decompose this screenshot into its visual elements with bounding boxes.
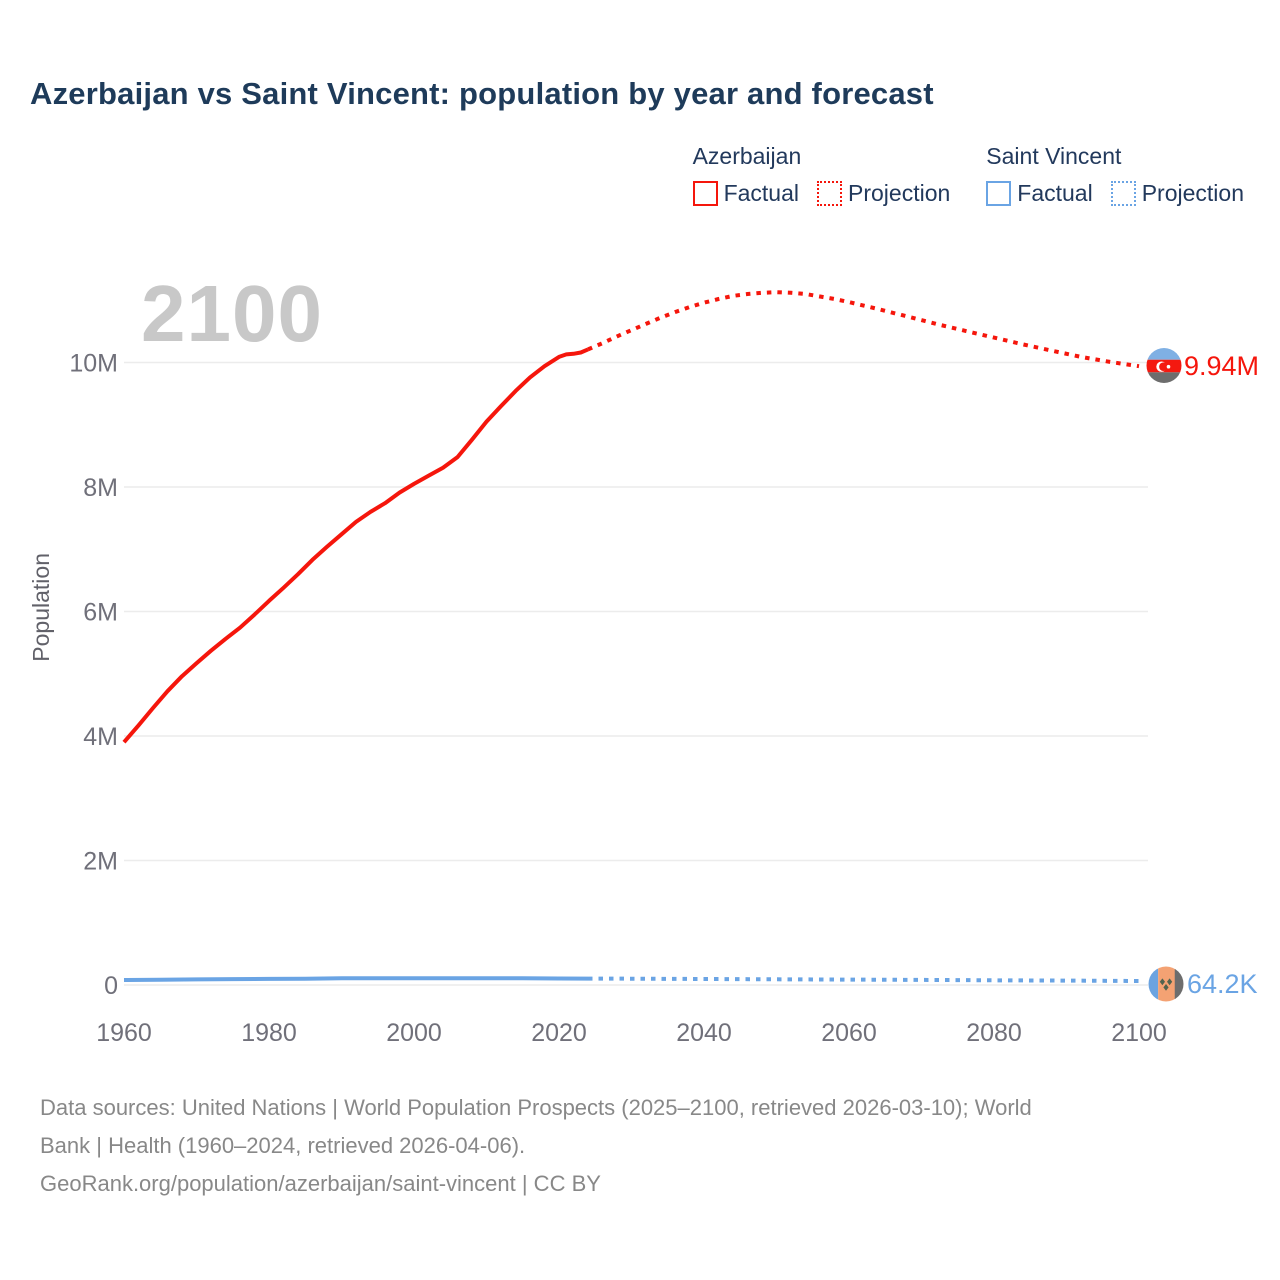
y-tick-label: 4M xyxy=(83,723,118,751)
y-tick-label: 8M xyxy=(83,474,118,502)
x-tick-label: 2000 xyxy=(386,1019,442,1047)
legend-group-azerbaijan: Azerbaijan Factual Projection xyxy=(692,143,950,207)
y-tick-label: 2M xyxy=(83,848,118,876)
dotted-swatch-icon xyxy=(1110,181,1136,206)
y-tick-label: 0 xyxy=(104,972,118,1000)
legend-group-saint-vincent: Saint Vincent Factual Projection xyxy=(986,143,1244,207)
legend-item-azerbaijan-projection[interactable]: Projection xyxy=(817,180,950,207)
data-sources-line-2: Bank | Health (1960–2024, retrieved 2026… xyxy=(40,1133,526,1158)
legend-item-label: Factual xyxy=(1017,180,1093,206)
flag-band xyxy=(1146,348,1182,360)
star-icon xyxy=(1166,364,1171,369)
legend-row: Factual Projection xyxy=(986,180,1244,207)
azerbaijan-flag-icon xyxy=(1146,348,1182,383)
legend-row: Factual Projection xyxy=(692,180,950,207)
x-tick-label: 2060 xyxy=(821,1019,877,1047)
flag-band xyxy=(1174,966,1184,1002)
flag-band xyxy=(1146,372,1182,383)
diamond-icon xyxy=(1163,984,1169,991)
legend: Azerbaijan Factual Projection Saint Vinc… xyxy=(692,143,1244,207)
chart-title: Azerbaijan vs Saint Vincent: population … xyxy=(30,76,934,111)
solid-swatch-icon xyxy=(986,181,1012,206)
legend-item-azerbaijan-factual[interactable]: Factual xyxy=(692,180,799,207)
saint-vincent-flag-icon xyxy=(1148,966,1184,1002)
diamond-icon xyxy=(1159,978,1165,986)
end-label-saint-vincent: 64.2K xyxy=(1187,969,1258,999)
flag-band xyxy=(1148,966,1159,1002)
legend-item-label: Factual xyxy=(723,180,799,206)
series-line-azerbaijan-factual xyxy=(122,347,589,744)
diamond-icon xyxy=(1167,978,1173,986)
flag-band xyxy=(1158,966,1176,1002)
legend-item-saint-vincent-factual[interactable]: Factual xyxy=(986,180,1093,207)
x-tick-label: 2020 xyxy=(531,1019,587,1047)
solid-swatch-icon xyxy=(692,181,718,206)
legend-item-saint-vincent-projection[interactable]: Projection xyxy=(1110,180,1244,207)
series-line-saint-vincent-factual xyxy=(123,976,589,982)
legend-group-label: Azerbaijan xyxy=(692,143,802,169)
end-label-azerbaijan: 9.94M xyxy=(1184,351,1259,381)
x-tick-label: 1980 xyxy=(241,1019,297,1047)
legend-item-label: Projection xyxy=(848,180,951,206)
footer: Data sources: United Nations | World Pop… xyxy=(40,1089,1032,1203)
legend-group-label: Saint Vincent xyxy=(986,143,1122,169)
x-tick-label: 2080 xyxy=(966,1019,1022,1047)
y-tick-label: 10M xyxy=(69,350,118,378)
legend-item-label: Projection xyxy=(1141,180,1244,206)
x-tick-label: 1960 xyxy=(96,1019,152,1047)
dotted-swatch-icon xyxy=(817,181,842,206)
year-watermark: 2100 xyxy=(141,269,323,358)
crescent-icon xyxy=(1159,362,1168,372)
attribution-link[interactable]: GeoRank.org/population/azerbaijan/saint-… xyxy=(40,1171,601,1196)
x-tick-label: 2100 xyxy=(1111,1019,1167,1047)
data-sources-line-1: Data sources: United Nations | World Pop… xyxy=(40,1095,1032,1120)
series-line-saint-vincent-projection xyxy=(587,976,1140,983)
y-tick-label: 6M xyxy=(83,599,118,627)
series-line-azerbaijan-projection xyxy=(587,290,1140,369)
x-tick-label: 2040 xyxy=(676,1019,732,1047)
